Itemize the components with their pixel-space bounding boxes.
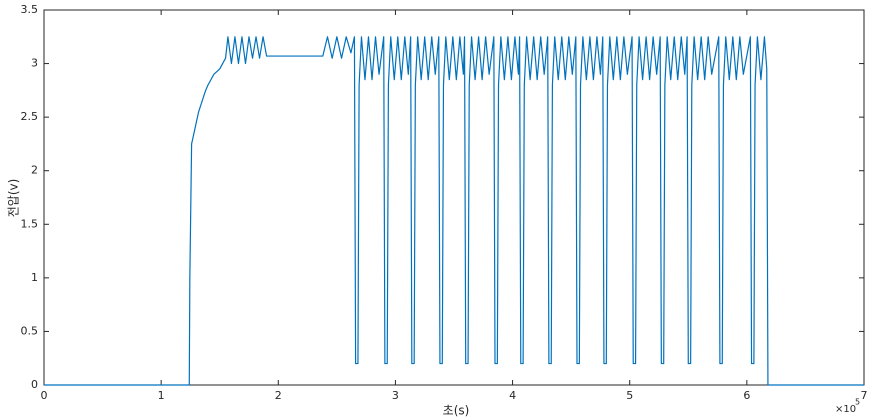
plot-frame	[43, 9, 865, 386]
x-multiplier: ×10	[835, 404, 856, 415]
x-tick-label: 7	[861, 389, 868, 402]
y-tick-label: 3.5	[21, 3, 39, 16]
y-tick-label: 3	[31, 57, 38, 70]
y-tick-label: 0	[31, 378, 38, 391]
x-tick-label: 1	[158, 389, 165, 402]
y-tick-label: 1	[31, 271, 38, 284]
y-tick-label: 2	[31, 164, 38, 177]
x-axis-label: 초(s)	[443, 404, 470, 418]
x-tick-label: 4	[509, 389, 516, 402]
y-tick-label: 0.5	[21, 324, 39, 337]
y-tick-label: 2.5	[21, 110, 39, 123]
y-tick-label: 1.5	[21, 217, 39, 230]
x-tick-label: 5	[626, 389, 633, 402]
x-multiplier-exponent: 5	[855, 398, 860, 407]
x-tick-label: 3	[392, 389, 399, 402]
y-axis-label: 전압(v)	[7, 179, 21, 218]
x-tick-label: 2	[275, 389, 282, 402]
x-tick-label: 6	[743, 389, 750, 402]
data-line	[44, 36, 864, 386]
x-tick-label: 0	[41, 389, 48, 402]
